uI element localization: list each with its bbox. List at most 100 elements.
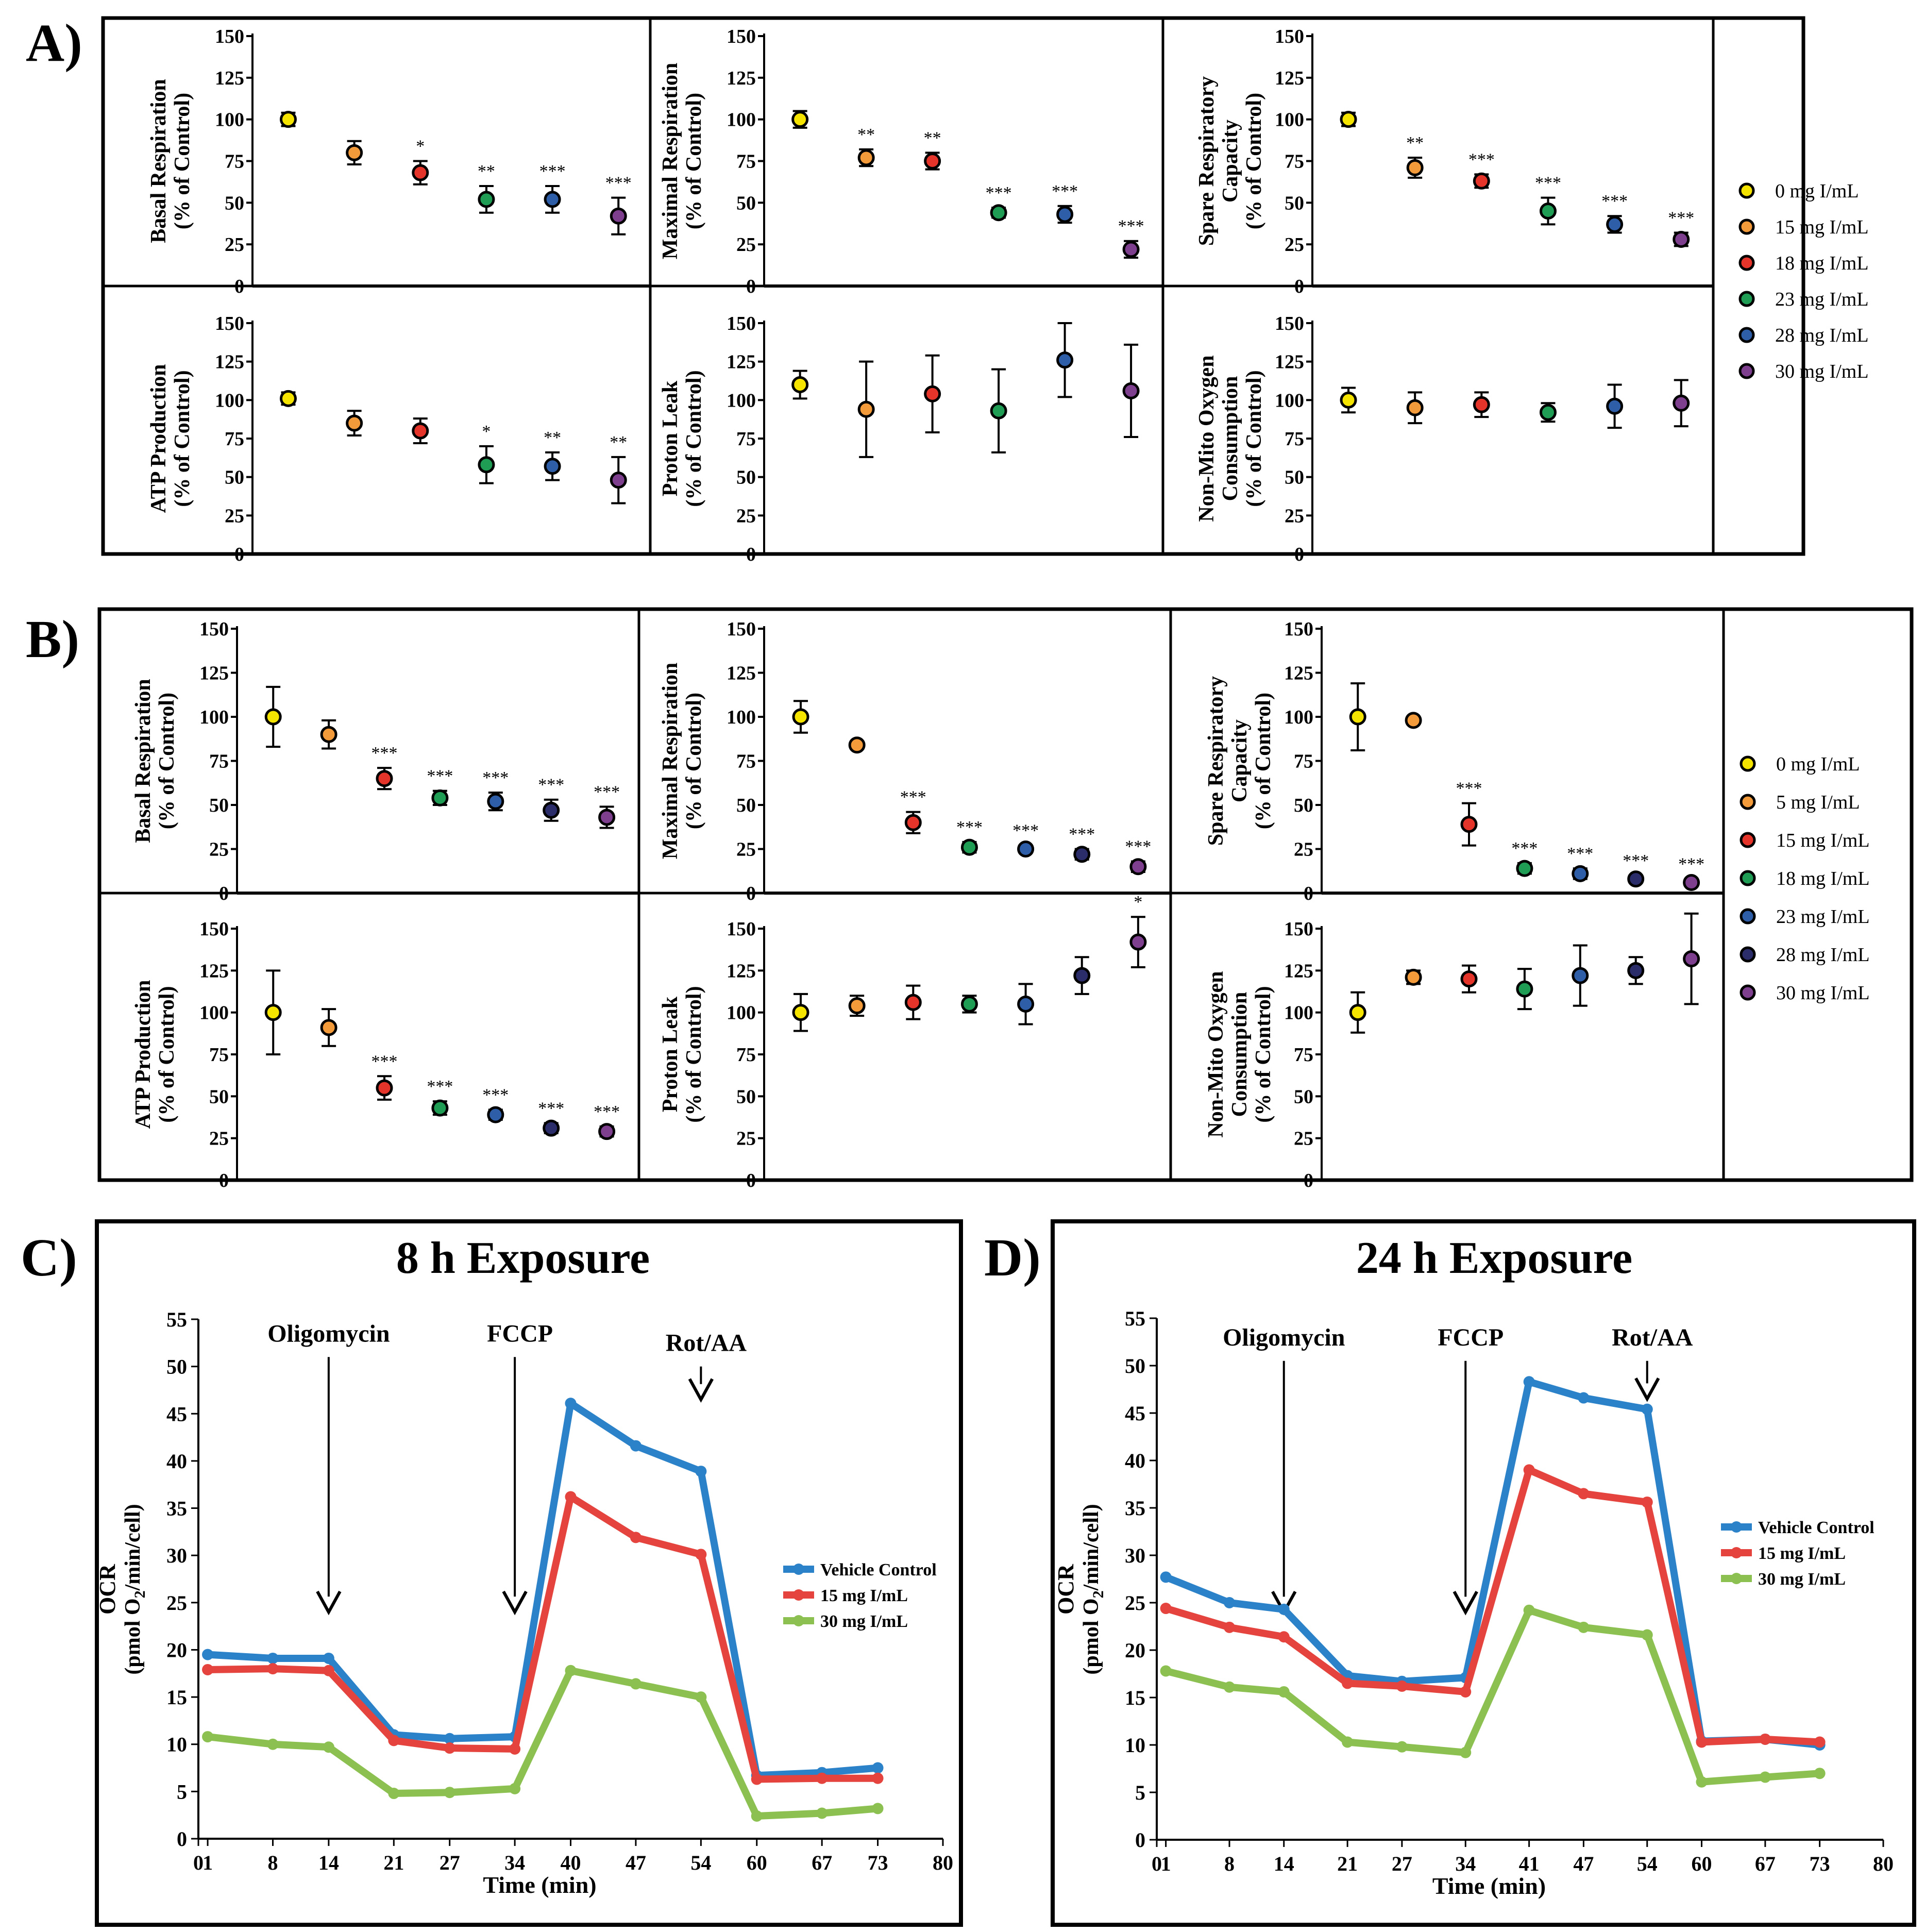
y-axis-label: Proton Leak (% of Control)	[658, 986, 706, 1122]
series-point	[751, 1810, 763, 1822]
data-point	[904, 814, 922, 831]
x-tick-label: 60	[747, 1851, 767, 1874]
y-tick-label: 40	[1125, 1449, 1145, 1472]
data-point	[1056, 206, 1074, 223]
y-tick-label: 50	[736, 1086, 756, 1107]
data-point	[1460, 816, 1478, 833]
legend-label: 23 mg I/mL	[1775, 289, 1869, 310]
y-tick-label: 75	[225, 151, 244, 173]
legend-label: 18 mg I/mL	[1775, 253, 1869, 274]
y-axis-label: Maximal Respiration (% of Control)	[658, 663, 706, 859]
significance-label: **	[924, 128, 941, 147]
panel-b-tag: B)	[26, 610, 79, 669]
data-point	[478, 191, 495, 208]
y-tick-label: 0	[1304, 883, 1313, 904]
series-point	[1278, 1686, 1290, 1698]
x-tick-label: 0	[1152, 1852, 1162, 1875]
subplot-b-4: 0 25 50 75 100 125 150 ATP Production (% of Cont…	[131, 918, 639, 1191]
y-tick-label: 100	[1275, 390, 1304, 411]
series-point	[444, 1733, 455, 1744]
data-point	[1539, 404, 1557, 421]
y-axis-label-line: Proton Leak	[658, 380, 682, 496]
significance-label: ***	[427, 767, 453, 786]
data-point	[610, 207, 627, 225]
data-point	[1017, 841, 1035, 858]
series-point	[751, 1773, 763, 1785]
data-point	[960, 995, 978, 1013]
data-point	[857, 400, 875, 418]
legend-marker	[793, 1615, 804, 1626]
y-tick-label: 50	[1125, 1354, 1145, 1377]
significance-label: ***	[900, 788, 926, 807]
data-point	[1673, 230, 1690, 248]
y-axis-label-line: Consumption	[1228, 992, 1252, 1117]
injection-arrowhead	[502, 1590, 528, 1616]
series-point	[695, 1549, 707, 1560]
data-point	[487, 1106, 504, 1123]
y-axis-label-line: (% of Control)	[171, 370, 194, 507]
legend-label: 15 mg I/mL	[820, 1586, 908, 1605]
series-point	[1278, 1631, 1290, 1643]
y-tick-label: 55	[166, 1308, 187, 1331]
y-tick-label: 100	[727, 109, 756, 131]
x-tick-label: 27	[440, 1851, 460, 1874]
significance-label: ***	[1678, 855, 1704, 874]
significance-label: ***	[1623, 851, 1649, 870]
significance-label: ***	[1511, 839, 1538, 858]
series-point	[565, 1398, 577, 1409]
data-point	[1572, 967, 1589, 984]
y-axis-label-line: ATP Production	[131, 980, 155, 1129]
significance-label: **	[544, 428, 561, 447]
y-tick-label: 75	[736, 751, 756, 772]
x-tick-label: 67	[812, 1851, 832, 1874]
data-point	[431, 1099, 449, 1117]
data-point	[1473, 396, 1490, 413]
significance-label: ***	[1118, 217, 1144, 236]
panel-d: D) 24 h Exposure051015202530354045505501…	[984, 1219, 1916, 1927]
series-point	[388, 1735, 400, 1746]
y-tick-label: 75	[736, 151, 756, 173]
panel-c-tag: C)	[21, 1228, 77, 1287]
y-tick-label: 100	[727, 390, 756, 411]
data-point	[544, 458, 561, 475]
y-tick-label: 75	[1285, 428, 1304, 450]
subplot-a-3: 0 25 50 75 100 125 150 Spare Respiratory Capacit…	[1195, 26, 1713, 297]
data-point	[1539, 203, 1557, 220]
significance-label: ***	[594, 782, 620, 801]
y-tick-label: 50	[736, 192, 756, 214]
y-axis-label-line: (pmol O2/min/cell)	[121, 1504, 148, 1674]
x-tick-label: 80	[933, 1851, 953, 1874]
data-point	[1516, 980, 1533, 998]
series-point	[1224, 1597, 1235, 1608]
data-point	[1073, 967, 1091, 984]
y-tick-label: 55	[1125, 1307, 1145, 1330]
legend-label: 15 mg I/mL	[1775, 216, 1869, 238]
data-point	[1606, 215, 1624, 233]
legend-marker	[793, 1564, 804, 1575]
series-point	[630, 1678, 641, 1690]
series-point	[267, 1738, 279, 1750]
series-point	[1342, 1736, 1354, 1748]
data-point	[1516, 860, 1533, 877]
significance-label: ***	[1125, 837, 1151, 856]
data-point	[346, 144, 363, 161]
y-tick-label: 150	[199, 618, 229, 640]
y-tick-label: 150	[727, 26, 756, 47]
significance-label: ***	[986, 183, 1012, 203]
y-axis-label-line: Basal Respiration	[131, 679, 155, 843]
panel-b-legend: 0 mg I/mL 5 mg I/mL 15 mg I/mL 18 mg I/mL 23…	[1740, 753, 1870, 1004]
series-point	[1641, 1496, 1653, 1508]
subplot-a-5: 0 25 50 75 100 125 150 Proton Leak (% of Control…	[658, 313, 1163, 565]
y-tick-label: 0	[746, 883, 756, 904]
y-tick-label: 125	[1275, 68, 1304, 89]
significance-label: *	[1134, 893, 1142, 912]
y-axis-label-line: (% of Control)	[682, 986, 706, 1122]
x-tick-label: 21	[1337, 1852, 1358, 1875]
legend-marker	[1738, 291, 1755, 307]
data-point	[990, 204, 1007, 222]
y-tick-label: 5	[1135, 1781, 1145, 1804]
x-tick-label: 21	[383, 1851, 404, 1874]
series-point	[1460, 1746, 1472, 1758]
data-point	[924, 385, 941, 402]
